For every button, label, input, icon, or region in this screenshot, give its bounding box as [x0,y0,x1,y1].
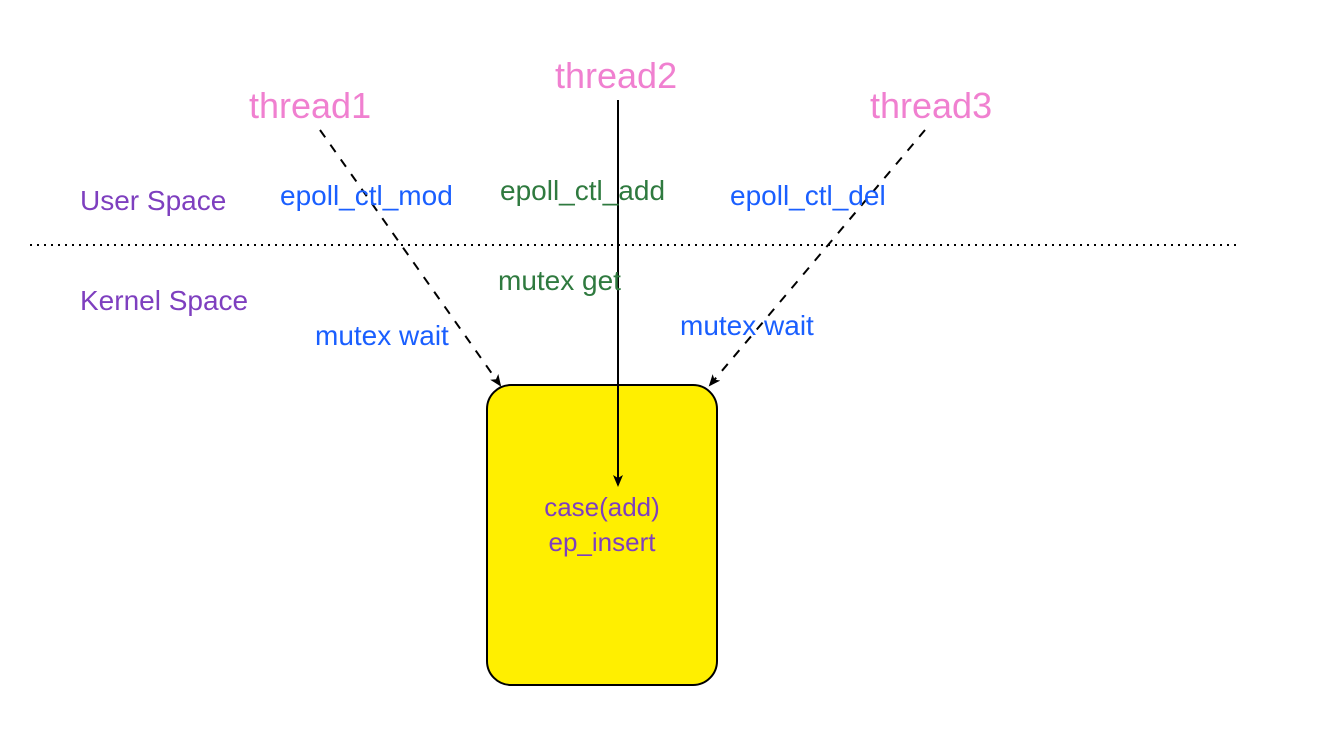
arrow-thread3 [710,130,925,385]
user-space-label: User Space [80,185,226,217]
kernel-space-label: Kernel Space [80,285,248,317]
svg-layer [0,0,1320,754]
thread1-label: thread1 [249,85,371,127]
epoll-ctl-add-label: epoll_ctl_add [500,175,665,207]
thread3-label: thread3 [870,85,992,127]
epoll-ctl-del-label: epoll_ctl_del [730,180,886,212]
mutex-wait-right-label: mutex wait [680,310,814,342]
process-box-text: case(add)ep_insert [487,490,717,560]
mutex-get-label: mutex get [498,265,621,297]
process-box-line: ep_insert [487,525,717,560]
thread2-label: thread2 [555,55,677,97]
mutex-wait-left-label: mutex wait [315,320,449,352]
diagram-canvas: thread1 thread2 thread3 User Space Kerne… [0,0,1320,754]
process-box-line: case(add) [487,490,717,525]
epoll-ctl-mod-label: epoll_ctl_mod [280,180,453,212]
